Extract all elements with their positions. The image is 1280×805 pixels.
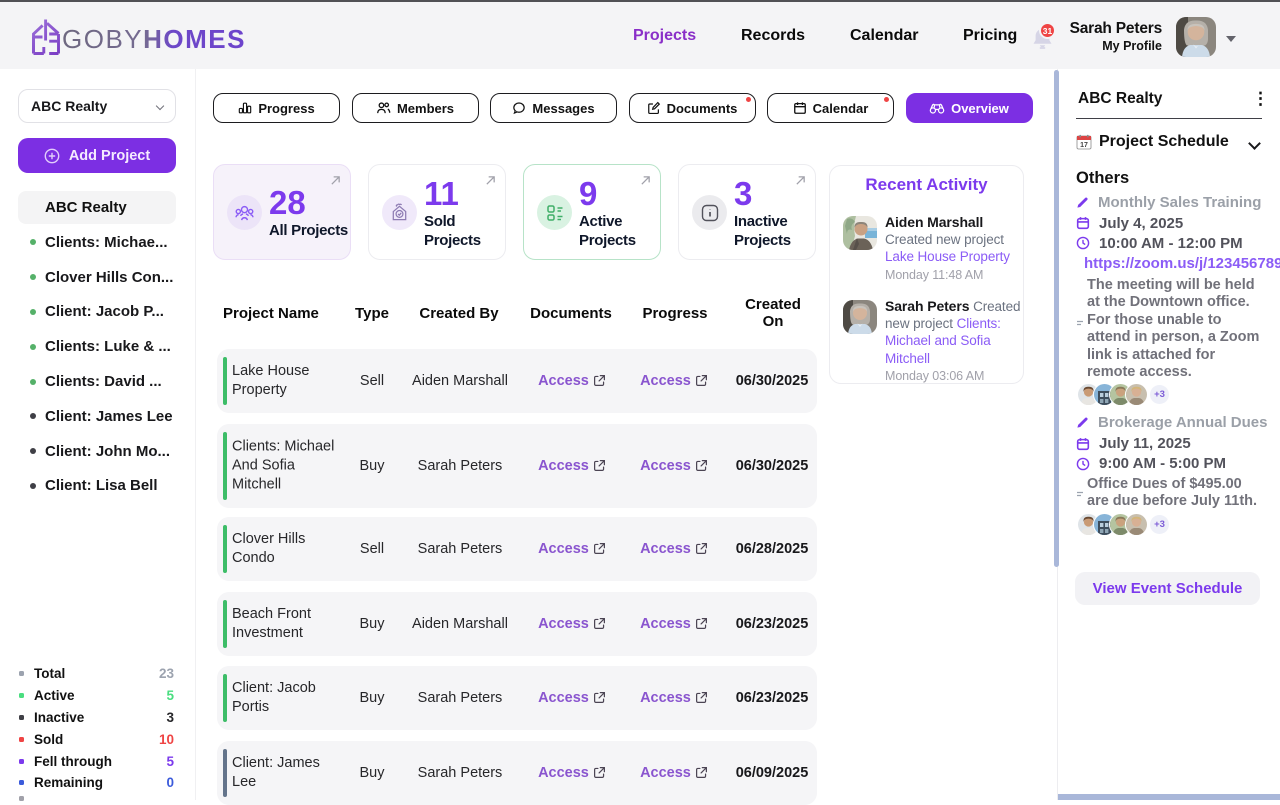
svg-text:17: 17	[1080, 142, 1088, 149]
